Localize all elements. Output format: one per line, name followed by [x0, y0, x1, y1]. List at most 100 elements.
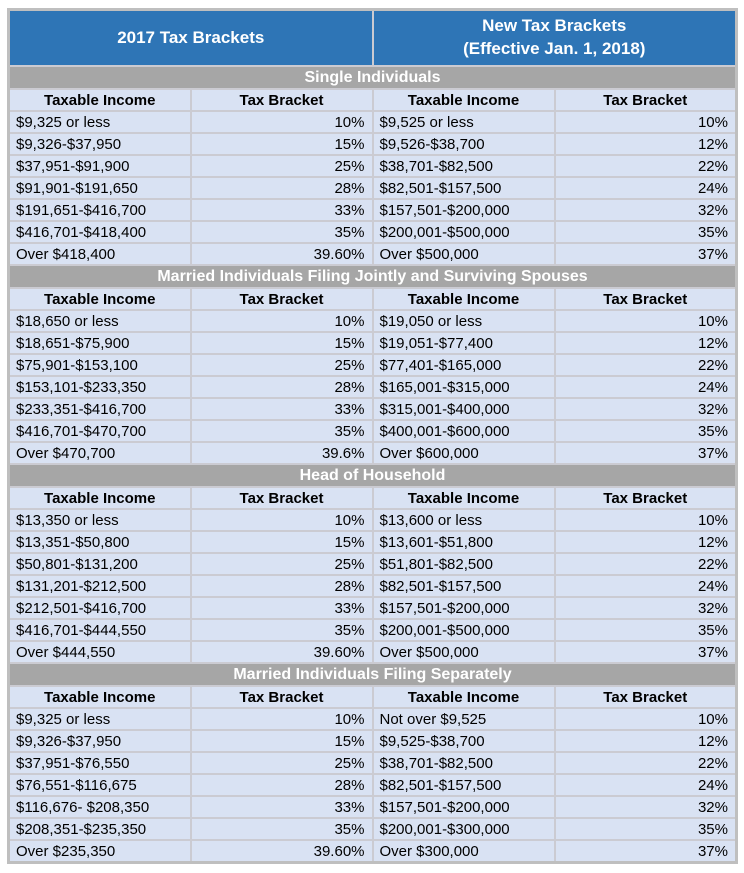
income-2017-cell: $9,325 or less: [7, 110, 192, 134]
table-row: $416,701-$418,400 35% $200,001-$500,000 …: [7, 220, 738, 244]
bracket-2018-cell: 10%: [553, 309, 738, 333]
income-2017-cell: $13,350 or less: [7, 508, 192, 532]
income-2018-cell: $200,001-$300,000: [371, 817, 556, 841]
income-2017-cell: Over $470,700: [7, 441, 192, 465]
bracket-2017-cell: 10%: [189, 309, 374, 333]
bracket-2017-cell: 15%: [189, 530, 374, 554]
income-2018-cell: $82,501-$157,500: [371, 176, 556, 200]
bracket-2018-cell: 12%: [553, 331, 738, 355]
income-2017-cell: $18,651-$75,900: [7, 331, 192, 355]
section-header-head-of-household: Head of Household: [7, 463, 738, 488]
table-row: Over $418,400 39.60% Over $500,000 37%: [7, 242, 738, 266]
bracket-2018-cell: 24%: [553, 176, 738, 200]
income-2017-cell: $37,951-$76,550: [7, 751, 192, 775]
section-title: Single Individuals: [7, 65, 738, 90]
income-2018-cell: $157,501-$200,000: [371, 795, 556, 819]
income-2018-cell: $13,601-$51,800: [371, 530, 556, 554]
bracket-2018-cell: 35%: [553, 419, 738, 443]
income-2017-cell: $9,326-$37,950: [7, 132, 192, 156]
income-2018-cell: Over $500,000: [371, 640, 556, 664]
bracket-2018-cell: 32%: [553, 198, 738, 222]
income-2017-cell: $18,650 or less: [7, 309, 192, 333]
table-row: $13,351-$50,800 15% $13,601-$51,800 12%: [7, 530, 738, 554]
column-header: Taxable Income: [371, 486, 556, 510]
bracket-2017-cell: 10%: [189, 110, 374, 134]
income-2018-cell: $9,525-$38,700: [371, 729, 556, 753]
income-2018-cell: Not over $9,525: [371, 707, 556, 731]
income-2017-cell: $153,101-$233,350: [7, 375, 192, 399]
bracket-2017-cell: 28%: [189, 176, 374, 200]
income-2018-cell: $38,701-$82,500: [371, 154, 556, 178]
bracket-2018-cell: 10%: [553, 110, 738, 134]
bracket-2017-cell: 28%: [189, 574, 374, 598]
table-row: $416,701-$444,550 35% $200,001-$500,000 …: [7, 618, 738, 642]
header-2017-title: 2017 Tax Brackets: [7, 8, 374, 67]
bracket-2018-cell: 32%: [553, 397, 738, 421]
bracket-2018-cell: 32%: [553, 795, 738, 819]
column-header: Tax Bracket: [189, 287, 374, 311]
income-2017-cell: $50,801-$131,200: [7, 552, 192, 576]
table-row: $50,801-$131,200 25% $51,801-$82,500 22%: [7, 552, 738, 576]
income-2018-cell: $82,501-$157,500: [371, 773, 556, 797]
income-2018-cell: $200,001-$500,000: [371, 618, 556, 642]
income-2018-cell: Over $600,000: [371, 441, 556, 465]
income-2018-cell: $13,600 or less: [371, 508, 556, 532]
table-row: $75,901-$153,100 25% $77,401-$165,000 22…: [7, 353, 738, 377]
bracket-2018-cell: 22%: [553, 154, 738, 178]
income-2017-cell: Over $235,350: [7, 839, 192, 864]
income-2017-cell: $233,351-$416,700: [7, 397, 192, 421]
column-header-row: Taxable Income Tax Bracket Taxable Incom…: [7, 88, 738, 112]
section-header-single: Single Individuals: [7, 65, 738, 90]
income-2017-cell: $208,351-$235,350: [7, 817, 192, 841]
column-header-row: Taxable Income Tax Bracket Taxable Incom…: [7, 685, 738, 709]
bracket-2018-cell: 12%: [553, 530, 738, 554]
table-row: $37,951-$91,900 25% $38,701-$82,500 22%: [7, 154, 738, 178]
bracket-2017-cell: 10%: [189, 508, 374, 532]
column-header: Taxable Income: [7, 486, 192, 510]
table-row: Over $444,550 39.60% Over $500,000 37%: [7, 640, 738, 664]
income-2018-cell: $38,701-$82,500: [371, 751, 556, 775]
income-2018-cell: $82,501-$157,500: [371, 574, 556, 598]
column-header: Tax Bracket: [553, 88, 738, 112]
bracket-2017-cell: 15%: [189, 132, 374, 156]
section-header-married-jointly: Married Individuals Filing Jointly and S…: [7, 264, 738, 289]
column-header-row: Taxable Income Tax Bracket Taxable Incom…: [7, 287, 738, 311]
income-2018-cell: $157,501-$200,000: [371, 596, 556, 620]
table-row: $208,351-$235,350 35% $200,001-$300,000 …: [7, 817, 738, 841]
table-header-row: 2017 Tax Brackets New Tax Brackets (Effe…: [7, 8, 738, 67]
bracket-2017-cell: 35%: [189, 419, 374, 443]
table-row: $18,651-$75,900 15% $19,051-$77,400 12%: [7, 331, 738, 355]
table-row: $91,901-$191,650 28% $82,501-$157,500 24…: [7, 176, 738, 200]
column-header: Taxable Income: [371, 685, 556, 709]
bracket-2017-cell: 25%: [189, 751, 374, 775]
income-2018-cell: $9,525 or less: [371, 110, 556, 134]
bracket-2017-cell: 39.6%: [189, 441, 374, 465]
income-2017-cell: $416,701-$418,400: [7, 220, 192, 244]
income-2017-cell: $37,951-$91,900: [7, 154, 192, 178]
bracket-2017-cell: 33%: [189, 397, 374, 421]
income-2017-cell: $9,325 or less: [7, 707, 192, 731]
bracket-2018-cell: 24%: [553, 574, 738, 598]
bracket-2018-cell: 22%: [553, 552, 738, 576]
table-row: $416,701-$470,700 35% $400,001-$600,000 …: [7, 419, 738, 443]
column-header: Taxable Income: [371, 287, 556, 311]
column-header: Tax Bracket: [553, 486, 738, 510]
table-row: $37,951-$76,550 25% $38,701-$82,500 22%: [7, 751, 738, 775]
income-2017-cell: $116,676- $208,350: [7, 795, 192, 819]
bracket-2018-cell: 32%: [553, 596, 738, 620]
bracket-2018-cell: 35%: [553, 817, 738, 841]
bracket-2018-cell: 22%: [553, 353, 738, 377]
income-2018-cell: $165,001-$315,000: [371, 375, 556, 399]
bracket-2017-cell: 39.60%: [189, 640, 374, 664]
table-row: $9,326-$37,950 15% $9,526-$38,700 12%: [7, 132, 738, 156]
header-2018-title: New Tax Brackets (Effective Jan. 1, 2018…: [371, 8, 738, 67]
table-row: $191,651-$416,700 33% $157,501-$200,000 …: [7, 198, 738, 222]
income-2018-cell: $200,001-$500,000: [371, 220, 556, 244]
bracket-2017-cell: 35%: [189, 220, 374, 244]
bracket-2017-cell: 35%: [189, 817, 374, 841]
bracket-2018-cell: 37%: [553, 242, 738, 266]
income-2017-cell: $416,701-$444,550: [7, 618, 192, 642]
bracket-2017-cell: 25%: [189, 353, 374, 377]
income-2017-cell: Over $418,400: [7, 242, 192, 266]
